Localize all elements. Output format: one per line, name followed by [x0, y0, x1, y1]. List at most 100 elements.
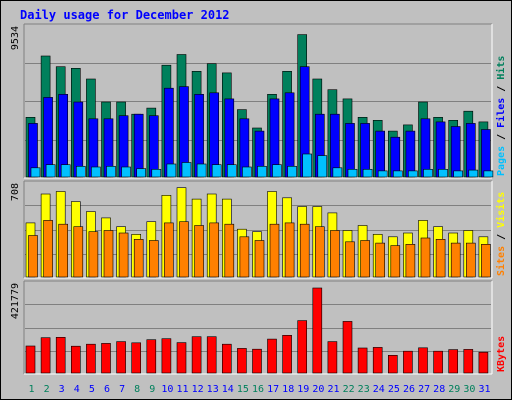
x-tick-label-15: 15 [237, 384, 249, 395]
bar-pages-day-31 [483, 170, 494, 178]
bar-sites-day-29 [450, 242, 461, 278]
bar-sites-day-26 [405, 244, 416, 278]
x-tick-label-7: 7 [119, 384, 125, 395]
x-tick-label-2: 2 [44, 384, 50, 395]
legend-entry: KBytes [496, 336, 507, 372]
legend-entry: Sites [495, 246, 507, 276]
bar-pages-day-7 [121, 166, 131, 178]
bar-files-day-31 [481, 129, 491, 178]
bar-sites-day-16 [254, 240, 265, 278]
bar-kbytes-day-5 [86, 343, 96, 374]
bar-sites-day-2 [43, 220, 53, 278]
x-tick-label-4: 4 [74, 384, 80, 395]
bar-kbytes-day-25 [387, 354, 398, 374]
legend-entry: / [496, 128, 507, 146]
bar-files-day-28 [435, 121, 446, 178]
bar-kbytes-day-24 [372, 347, 383, 374]
bar-kbytes-day-9 [146, 339, 157, 374]
bar-files-day-8 [133, 113, 144, 178]
bar-pages-day-29 [453, 170, 464, 178]
x-tick-label-5: 5 [89, 384, 95, 395]
x-tick-label-23: 23 [358, 384, 370, 395]
bar-sites-day-17 [269, 223, 280, 278]
bar-kbytes-day-12 [191, 336, 202, 374]
x-tick-label-6: 6 [104, 384, 110, 395]
bar-kbytes-day-30 [463, 349, 474, 374]
bar-files-day-22 [345, 123, 355, 178]
legend-entry: / [496, 80, 507, 98]
bar-sites-day-11 [179, 221, 189, 278]
bar-kbytes-day-10 [161, 338, 172, 374]
x-tick-label-10: 10 [161, 384, 173, 395]
bar-files-day-27 [420, 118, 431, 178]
x-tick-label-25: 25 [388, 384, 400, 395]
bar-pages-day-9 [151, 169, 162, 178]
x-tick-label-17: 17 [267, 384, 279, 395]
bar-files-day-4 [73, 101, 84, 178]
bar-pages-day-14 [227, 164, 237, 178]
bar-sites-day-20 [314, 226, 325, 278]
x-tick-label-31: 31 [478, 384, 490, 395]
legend-hits-files-pages: Pages / Files / Hits [495, 56, 507, 176]
x-tick-label-19: 19 [297, 384, 309, 395]
bar-kbytes-day-6 [101, 343, 111, 374]
x-tick-label-11: 11 [176, 384, 188, 395]
bar-sites-day-19 [299, 223, 310, 278]
x-tick-label-26: 26 [403, 384, 415, 395]
bar-sites-day-22 [345, 241, 355, 278]
x-tick-label-12: 12 [192, 384, 204, 395]
x-tick-label-18: 18 [282, 384, 294, 395]
bar-pages-day-15 [242, 166, 252, 178]
bar-pages-day-16 [257, 166, 267, 178]
bar-kbytes-day-17 [267, 338, 277, 374]
x-tick-label-13: 13 [207, 384, 219, 395]
bar-sites-day-21 [330, 230, 340, 278]
bar-kbytes-day-21 [327, 341, 338, 374]
bar-kbytes-day-29 [448, 349, 459, 374]
bar-kbytes-day-1 [25, 345, 36, 374]
bar-kbytes-day-19 [297, 320, 308, 374]
bar-kbytes-day-15 [237, 348, 247, 374]
x-tick-label-28: 28 [433, 384, 445, 395]
bar-kbytes-day-31 [478, 351, 489, 374]
bar-kbytes-day-16 [252, 348, 262, 374]
bar-kbytes-day-22 [342, 321, 353, 374]
bar-kbytes-day-3 [55, 336, 66, 374]
bar-sites-day-15 [239, 236, 250, 278]
legend-entry: Pages [496, 146, 507, 176]
bar-sites-day-25 [390, 245, 401, 278]
bar-pages-day-24 [377, 170, 388, 178]
bar-sites-day-30 [465, 242, 476, 278]
bar-pages-day-26 [408, 170, 418, 178]
bar-sites-day-3 [58, 223, 69, 278]
bar-kbytes-day-28 [433, 350, 443, 374]
bar-pages-day-13 [211, 164, 222, 178]
bar-pages-day-11 [181, 162, 192, 178]
bar-files-day-10 [164, 87, 174, 178]
bar-sites-day-12 [194, 225, 204, 278]
bar-kbytes-day-18 [282, 334, 292, 374]
bar-files-day-23 [360, 123, 370, 178]
bar-pages-day-8 [136, 168, 146, 178]
x-tick-label-14: 14 [222, 384, 234, 395]
x-tick-label-16: 16 [252, 384, 264, 395]
bar-sites-day-31 [481, 244, 491, 278]
x-tick-label-21: 21 [327, 384, 339, 395]
bar-pages-day-19 [302, 153, 313, 178]
chart-title: Daily usage for December 2012 [20, 8, 230, 22]
bar-files-day-13 [209, 92, 219, 178]
ymax-label-kbytes: 421779 [10, 283, 21, 319]
bar-sites-day-23 [360, 240, 370, 278]
bar-files-day-18 [284, 92, 295, 178]
bar-sites-day-13 [209, 222, 219, 278]
bar-pages-day-6 [106, 166, 116, 178]
bar-sites-day-14 [224, 223, 235, 278]
bar-kbytes-day-26 [403, 350, 413, 374]
x-tick-label-24: 24 [373, 384, 385, 395]
legend-visits-sites: Sites / Visits [495, 192, 507, 276]
bar-kbytes-day-2 [40, 337, 51, 374]
x-tick-label-20: 20 [312, 384, 324, 395]
bar-sites-day-6 [103, 230, 114, 278]
x-tick-label-8: 8 [134, 384, 140, 395]
bar-pages-day-5 [91, 166, 101, 178]
